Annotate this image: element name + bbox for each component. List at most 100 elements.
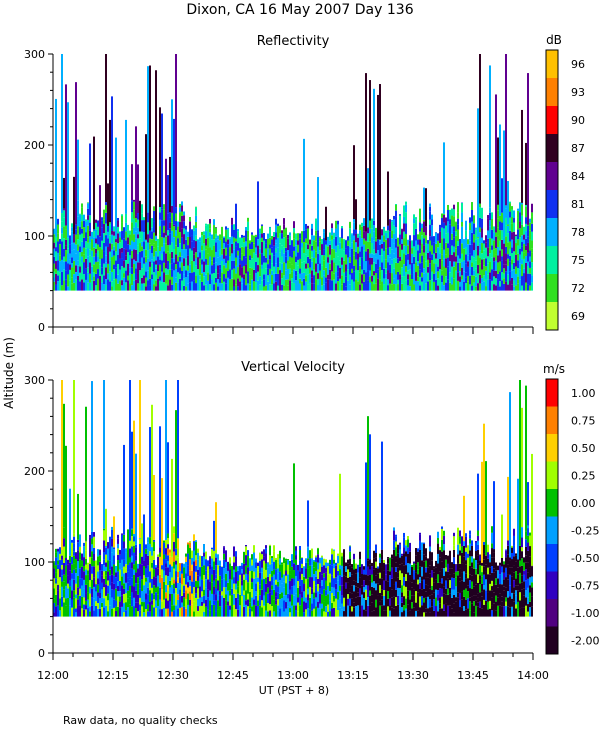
heatmap-cell bbox=[401, 276, 403, 284]
heatmap-cell bbox=[277, 247, 279, 258]
heatmap-cell bbox=[149, 543, 151, 552]
heatmap-cell bbox=[263, 232, 265, 241]
heatmap-cell bbox=[179, 583, 181, 590]
heatmap-cell bbox=[93, 247, 95, 257]
heatmap-cell bbox=[461, 222, 463, 227]
heatmap-cell bbox=[135, 602, 137, 609]
heatmap-cell bbox=[193, 550, 195, 562]
heatmap-cell bbox=[339, 237, 341, 243]
heatmap-cell bbox=[461, 226, 463, 234]
heatmap-cell bbox=[273, 255, 275, 267]
heatmap-cell bbox=[377, 94, 379, 240]
heatmap-cell bbox=[93, 237, 95, 248]
heatmap-cell bbox=[525, 142, 527, 205]
heatmap-cell bbox=[519, 248, 521, 255]
heatmap-cell bbox=[429, 595, 431, 600]
heatmap-cell bbox=[511, 223, 513, 233]
heatmap-cell bbox=[263, 262, 265, 275]
heatmap-cell bbox=[109, 585, 111, 596]
heatmap-cell bbox=[189, 580, 191, 587]
heatmap-cell bbox=[275, 569, 277, 580]
heatmap-cells bbox=[53, 380, 533, 617]
heatmap-cell bbox=[485, 600, 487, 605]
heatmap-cell bbox=[409, 286, 411, 291]
heatmap-cell bbox=[185, 286, 187, 291]
colorbar-tick-label: 81 bbox=[571, 198, 585, 211]
heatmap-cell bbox=[411, 587, 413, 596]
heatmap-cell bbox=[393, 258, 395, 269]
heatmap-cell bbox=[383, 278, 385, 285]
heatmap-cell bbox=[359, 272, 361, 285]
heatmap-cell bbox=[303, 278, 305, 286]
heatmap-cell bbox=[385, 268, 387, 274]
heatmap-cell bbox=[529, 250, 531, 257]
heatmap-cell bbox=[393, 225, 395, 234]
heatmap-cell bbox=[373, 598, 375, 611]
heatmap-cell bbox=[505, 271, 507, 282]
heatmap-cell bbox=[145, 249, 147, 257]
heatmap-cell bbox=[257, 593, 259, 601]
heatmap-cell bbox=[405, 280, 407, 291]
heatmap-cell bbox=[511, 582, 513, 593]
y-tick-label: 100 bbox=[24, 230, 45, 243]
heatmap-cell bbox=[265, 569, 267, 578]
heatmap-cell bbox=[357, 246, 359, 254]
heatmap-cell bbox=[103, 284, 105, 291]
heatmap-cell bbox=[477, 606, 479, 617]
heatmap-cell bbox=[273, 283, 275, 291]
heatmap-cell bbox=[57, 224, 59, 234]
heatmap-cell bbox=[109, 548, 111, 561]
heatmap-cell bbox=[97, 261, 99, 270]
heatmap-cell bbox=[495, 578, 497, 585]
heatmap-cell bbox=[127, 280, 129, 291]
heatmap-cell bbox=[305, 590, 307, 598]
heatmap-cell bbox=[131, 528, 133, 530]
heatmap-cell bbox=[317, 548, 319, 555]
heatmap-cell bbox=[151, 587, 153, 594]
heatmap-cell bbox=[163, 251, 165, 263]
heatmap-cell bbox=[279, 233, 281, 244]
heatmap-cell bbox=[439, 603, 441, 609]
heatmap-cell bbox=[483, 559, 485, 567]
heatmap-cell bbox=[251, 582, 253, 590]
heatmap-cell bbox=[223, 258, 225, 266]
heatmap-cell bbox=[431, 219, 433, 226]
heatmap-cell bbox=[443, 228, 445, 239]
heatmap-cell bbox=[165, 567, 167, 576]
heatmap-cell bbox=[395, 227, 397, 239]
heatmap-cell bbox=[437, 271, 439, 279]
heatmap-cell bbox=[417, 584, 419, 593]
heatmap-cell bbox=[361, 564, 363, 575]
heatmap-cell bbox=[131, 536, 133, 547]
heatmap-cell bbox=[345, 571, 347, 577]
heatmap-cell bbox=[365, 272, 367, 284]
heatmap-cell bbox=[497, 578, 499, 588]
heatmap-cell bbox=[519, 228, 521, 238]
heatmap-cell bbox=[265, 248, 267, 258]
heatmap-cell bbox=[461, 572, 463, 581]
heatmap-cell bbox=[347, 257, 349, 270]
heatmap-cell bbox=[197, 552, 199, 560]
heatmap-cell bbox=[523, 234, 525, 240]
heatmap-cell bbox=[79, 281, 81, 291]
heatmap-cell bbox=[309, 267, 311, 274]
heatmap-cell bbox=[269, 237, 271, 245]
heatmap-cell bbox=[331, 235, 333, 240]
heatmap-cell bbox=[275, 248, 277, 253]
heatmap-cell bbox=[193, 230, 195, 241]
heatmap-cell bbox=[287, 559, 289, 560]
heatmap-cell bbox=[123, 583, 125, 589]
heatmap-cell bbox=[53, 242, 55, 249]
heatmap-cell bbox=[403, 537, 405, 548]
heatmap-cell bbox=[391, 607, 393, 617]
heatmap-cell bbox=[469, 574, 471, 581]
heatmap-cell bbox=[91, 588, 93, 598]
heatmap-cell bbox=[199, 263, 201, 276]
heatmap-cell bbox=[107, 279, 109, 291]
heatmap-cell bbox=[125, 249, 127, 256]
heatmap-cell bbox=[249, 267, 251, 275]
heatmap-cell bbox=[189, 217, 191, 222]
heatmap-cell bbox=[55, 236, 57, 248]
heatmap-cell bbox=[307, 608, 309, 617]
heatmap-cell bbox=[431, 585, 433, 591]
